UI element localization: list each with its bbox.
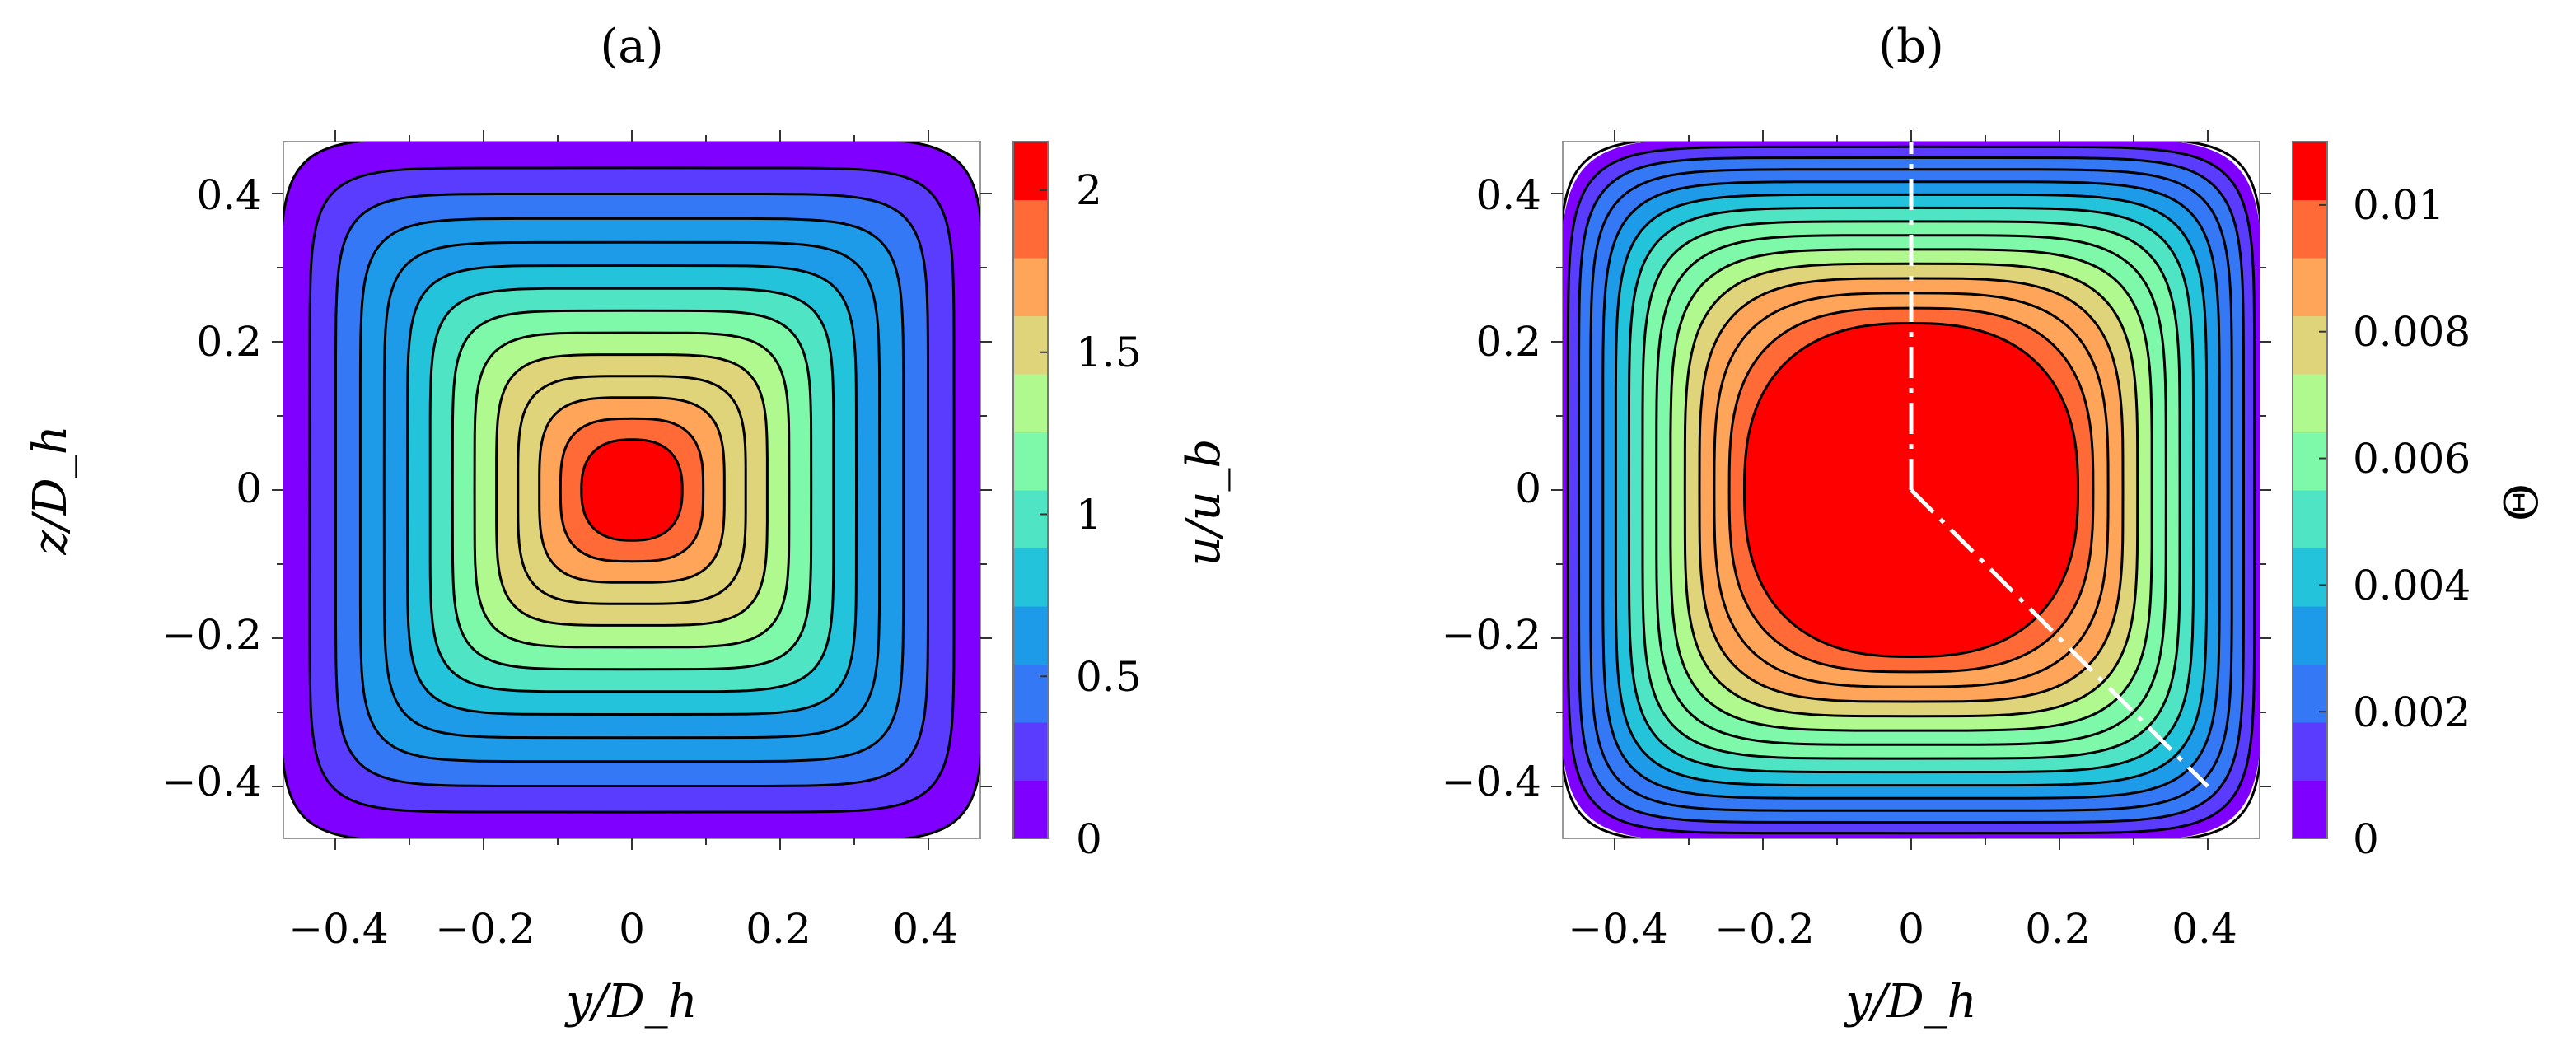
colorbar-segment-5 [2293,548,2327,607]
panel-a-cbar-tick-1: 0 [1076,815,1102,863]
panel-b-xtick-1: −0.4 [1568,905,1667,953]
panel-b-xlabel: y/D_h [1843,975,1976,1029]
panel-a-ytick-5: −0.4 [162,758,262,805]
panel-b-ytick-3: 0 [1515,464,1541,512]
colorbar-segment-9 [2293,315,2327,375]
panel-b-xtick-5: 0.4 [2172,905,2237,953]
panel-b: (b) −0.4 −0.2 0 0.2 0.4 0.4 0.2 0 −0.2 −… [1442,20,2549,1029]
panel-b-xtick-3: 0 [1898,905,1924,953]
panel-a-xtick-3: 0 [619,905,645,953]
colorbar-segment-1 [1013,780,1048,839]
panel-b-ytick-2: 0.2 [1475,318,1541,366]
panel-b-xtick-2: −0.2 [1714,905,1814,953]
panel-a-ytick-2: 0.2 [196,318,262,366]
colorbar-segment-11 [1013,199,1048,259]
panel-b-sample-lines [1909,142,2209,788]
panel-b-cbar-tick-1: 0 [2353,815,2379,863]
panel-b-ticks [1551,130,2271,850]
colorbar-segment-7 [2293,432,2327,491]
panel-b-ytick-1: 0.4 [1475,171,1541,219]
panel-b-colorbar-label: Θ [2495,483,2549,521]
panel-b-title: (b) [1878,20,1944,73]
colorbar-segment-6 [2293,490,2327,548]
panel-b-cbar-tick-2: 0.002 [2353,688,2471,736]
sample-line-2 [1910,488,2209,788]
duct-outline [1563,142,2260,838]
panel-a-colorbar-label: u/u_b [1177,439,1231,567]
colorbar-segment-6 [1013,490,1048,548]
colorbar-segment-2 [1013,722,1048,781]
colorbar-segment-4 [2293,606,2327,665]
panel-b-colorbar-frame [2292,141,2328,839]
panel-a-title: (a) [600,20,663,73]
colorbar-segment-3 [2293,664,2327,723]
panel-a-xtick-5: 0.4 [892,905,958,953]
colorbar-segment-12 [1013,142,1048,200]
panel-a-xtick-2: −0.2 [435,905,535,953]
panel-a-cbar-tick-5: 2 [1076,166,1102,214]
duct-outline [283,142,980,838]
panel-a-xtick-4: 0.2 [746,905,811,953]
colorbar-segment-7 [1013,432,1048,491]
panel-b-ytick-5: −0.4 [1442,758,1541,805]
panel-b-cbar-tick-6: 0.01 [2353,181,2444,229]
panel-a-cbar-tick-3: 1 [1076,491,1102,539]
colorbar-segment-10 [1013,258,1048,316]
panel-b-cbar-tick-4: 0.006 [2353,435,2471,483]
colorbar-segment-5 [1013,548,1048,607]
panel-b-colorbar [2293,142,2327,839]
panel-b-xtick-4: 0.2 [2025,905,2091,953]
panel-a-contour-field [283,142,980,838]
colorbar-segment-11 [2293,199,2327,259]
panel-a-colorbar-frame [1012,141,1049,839]
colorbar-segment-9 [1013,315,1048,375]
panel-a-colorbar [1013,142,1048,839]
panel-b-cbar-tick-3: 0.004 [2353,562,2471,609]
panel-b-cbar-tick-5: 0.008 [2353,308,2471,356]
panel-a-cbar-tick-2: 0.5 [1076,653,1142,701]
panel-a-xlabel: y/D_h [563,975,697,1029]
panel-b-ytick-4: −0.2 [1442,611,1541,659]
panel-a-ylabel: z/D_h [24,425,77,555]
colorbar-segment-2 [2293,722,2327,781]
panel-a-xtick-1: −0.4 [288,905,388,953]
panel-a-ytick-1: 0.4 [196,171,262,219]
panel-a-ytick-3: 0 [236,464,262,512]
colorbar-segment-12 [2293,142,2327,200]
colorbar-segment-8 [2293,374,2327,432]
colorbar-segment-10 [2293,258,2327,316]
colorbar-segment-1 [2293,780,2327,839]
panel-a-ytick-4: −0.2 [162,611,262,659]
panel-a: (a) −0.4 −0.2 0 0.2 0.4 0.4 0.2 0 −0.2 −… [24,20,1231,1029]
colorbar-segment-4 [1013,606,1048,665]
panel-a-ticks [272,130,992,850]
colorbar-segment-8 [1013,374,1048,432]
colorbar-segment-3 [1013,664,1048,723]
panel-a-cbar-tick-4: 1.5 [1076,329,1142,376]
contour-band-14 [580,438,684,542]
